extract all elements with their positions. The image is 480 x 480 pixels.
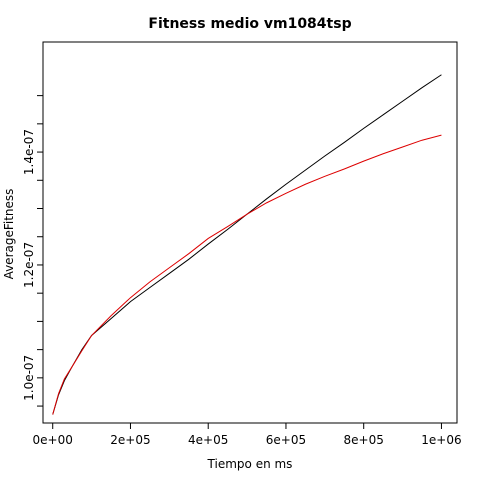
x-tick-label: 6e+05 (266, 433, 306, 447)
series-line-1 (52, 74, 442, 415)
y-tick-label: 1.0e-07 (22, 355, 36, 401)
y-tick-label: 1.2e-07 (22, 242, 36, 288)
y-axis: 1.0e-07 1.2e-07 1.4e-07 (22, 95, 43, 407)
x-axis: 0e+00 2e+05 4e+05 6e+05 8e+05 1e+06 (33, 423, 462, 447)
x-axis-label: Tiempo en ms (207, 457, 293, 471)
series-layer (52, 74, 442, 415)
y-tick-label: 1.4e-07 (22, 129, 36, 175)
x-tick-label: 2e+05 (110, 433, 150, 447)
chart-title: Fitness medio vm1084tsp (148, 16, 351, 32)
x-tick-label: 8e+05 (344, 433, 384, 447)
x-tick-label: 0e+00 (33, 433, 73, 447)
series-line-2 (52, 134, 442, 415)
x-tick-label: 1e+06 (421, 433, 461, 447)
y-axis-label: AverageFitness (2, 189, 16, 280)
plot-frame (42, 41, 458, 424)
x-tick-label: 4e+05 (188, 433, 228, 447)
